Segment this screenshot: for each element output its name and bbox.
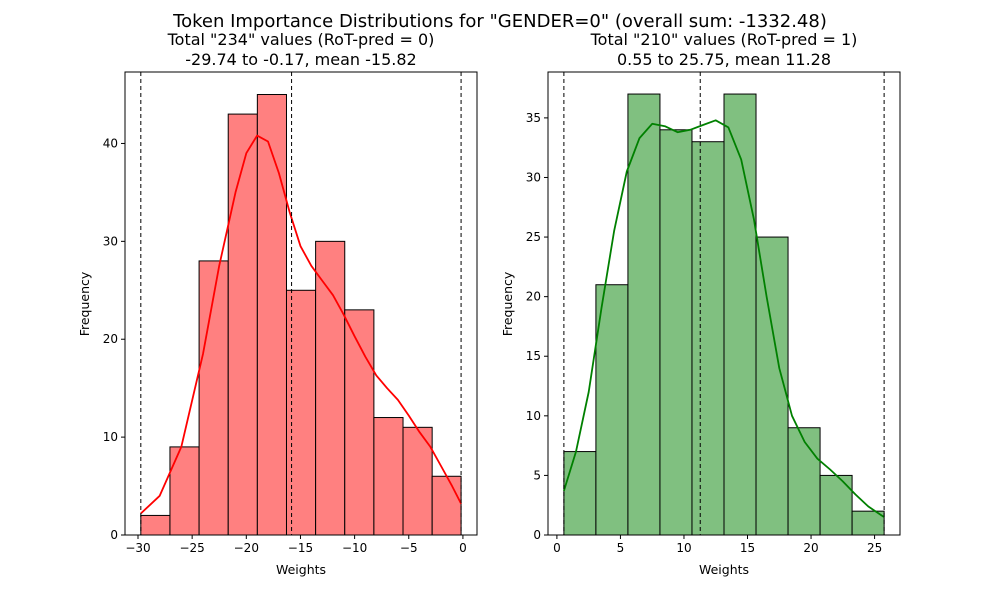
left-y-tick-label: 0 (110, 528, 118, 542)
right-hist-bar (595, 284, 629, 536)
right-y-tick-label: 15 (526, 349, 541, 363)
right-hist-bar (563, 451, 597, 536)
left-x-tick-label: 0 (459, 541, 467, 555)
right-x-tick-label: 5 (617, 541, 625, 555)
left-y-tick-label: 30 (103, 234, 118, 248)
left-hist-bar (431, 475, 462, 536)
left-hist-bar (256, 94, 287, 536)
right-y-tick-label: 30 (526, 170, 541, 184)
right-y-axis-label: Frequency (500, 271, 515, 336)
left-axes-frame (124, 71, 478, 536)
right-y-tick-label: 35 (526, 111, 541, 125)
left-kde-line (140, 134, 462, 515)
right-x-tick-label: 10 (676, 541, 691, 555)
left-y-tick-label: 20 (103, 332, 118, 346)
left-title-line1: Total "234" values (RoT-pred = 0) (167, 30, 435, 49)
left-y-tick-label: 10 (103, 430, 118, 444)
left-hist-bar (344, 309, 375, 536)
left-x-tick-label: −15 (288, 541, 313, 555)
right-y-tick-label: 25 (526, 230, 541, 244)
left-hist-bar (285, 289, 317, 536)
right-hist-bar (659, 129, 693, 536)
left-hist-bar (402, 426, 433, 536)
left-hist-bar (315, 240, 346, 536)
left-x-tick-label: −5 (400, 541, 418, 555)
left-title-line2: -29.74 to -0.17, mean -15.82 (185, 50, 416, 69)
right-hist-bar (627, 93, 661, 536)
left-hist-bar (227, 113, 258, 536)
left-x-tick-label: −25 (179, 541, 204, 555)
left-x-axis-label: Weights (276, 562, 326, 577)
right-hist-bar (691, 141, 725, 536)
right-axes-frame (547, 71, 901, 536)
right-x-tick-label: 0 (553, 541, 561, 555)
histogram-right: Total "210" values (RoT-pred = 1) 0.55 t… (500, 30, 901, 577)
right-hist-bar (723, 93, 757, 536)
left-x-tick-label: −30 (125, 541, 150, 555)
left-hist-bar (140, 514, 171, 536)
right-title-line1: Total "210" values (RoT-pred = 1) (590, 30, 858, 49)
left-x-tick-label: −10 (342, 541, 367, 555)
right-hist-bar (787, 427, 821, 536)
right-y-tick-label: 10 (526, 409, 541, 423)
right-x-axis-label: Weights (699, 562, 749, 577)
right-y-tick-label: 20 (526, 290, 541, 304)
left-plot-area: −30 −25 −20 −15 −10 −5 0 0 10 20 30 40 (103, 71, 478, 555)
right-title-line2: 0.55 to 25.75, mean 11.28 (617, 50, 831, 69)
left-hist-bar (198, 260, 229, 536)
right-y-tick-label: 5 (533, 468, 541, 482)
right-plot-area: 0 5 10 15 20 25 0 5 10 15 20 25 30 35 (526, 71, 901, 555)
left-x-tick-label: −20 (234, 541, 259, 555)
left-hist-bar (373, 417, 404, 536)
right-x-tick-label: 25 (867, 541, 882, 555)
histogram-left: Total "234" values (RoT-pred = 0) -29.74… (77, 30, 478, 577)
left-y-tick-label: 40 (103, 136, 118, 150)
right-y-tick-label: 0 (533, 528, 541, 542)
right-kde-line (563, 119, 885, 518)
right-x-tick-label: 20 (803, 541, 818, 555)
left-hist-bar (169, 446, 200, 536)
right-x-tick-label: 15 (740, 541, 755, 555)
left-y-axis-label: Frequency (77, 271, 92, 336)
figure-suptitle: Token Importance Distributions for "GEND… (172, 11, 827, 32)
right-hist-bar (819, 474, 853, 536)
